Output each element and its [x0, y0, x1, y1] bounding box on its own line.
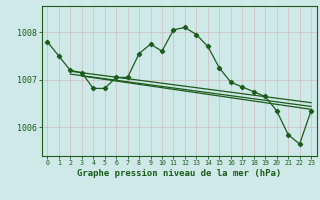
X-axis label: Graphe pression niveau de la mer (hPa): Graphe pression niveau de la mer (hPa) [77, 169, 281, 178]
